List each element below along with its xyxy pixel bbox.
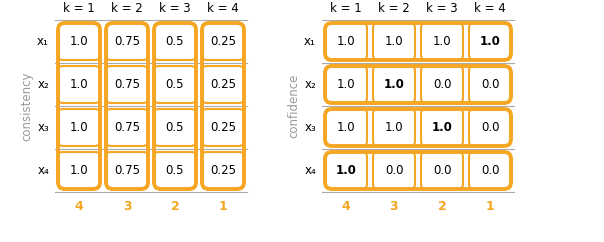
- FancyBboxPatch shape: [154, 23, 196, 60]
- Text: 0.75: 0.75: [114, 78, 140, 91]
- Text: 0.25: 0.25: [210, 121, 236, 134]
- FancyBboxPatch shape: [469, 66, 511, 103]
- FancyBboxPatch shape: [58, 23, 100, 60]
- FancyBboxPatch shape: [373, 23, 415, 60]
- FancyBboxPatch shape: [106, 109, 148, 146]
- FancyBboxPatch shape: [469, 23, 511, 60]
- FancyBboxPatch shape: [325, 23, 367, 60]
- Text: x₄: x₄: [304, 164, 316, 177]
- FancyBboxPatch shape: [421, 66, 463, 103]
- Text: 1.0: 1.0: [432, 35, 451, 48]
- Text: 1.0: 1.0: [385, 35, 403, 48]
- FancyBboxPatch shape: [373, 109, 415, 146]
- FancyBboxPatch shape: [58, 109, 100, 146]
- FancyBboxPatch shape: [58, 152, 100, 189]
- Text: 3: 3: [390, 200, 398, 213]
- Text: k = 2: k = 2: [378, 2, 410, 15]
- Text: 1.0: 1.0: [69, 121, 88, 134]
- Text: 1.0: 1.0: [336, 35, 355, 48]
- FancyBboxPatch shape: [421, 23, 463, 60]
- Text: k = 3: k = 3: [159, 2, 191, 15]
- Text: 1.0: 1.0: [432, 121, 452, 134]
- FancyBboxPatch shape: [154, 66, 196, 103]
- FancyBboxPatch shape: [154, 152, 196, 189]
- Text: 0.5: 0.5: [165, 164, 184, 177]
- Text: consistency: consistency: [21, 71, 33, 141]
- Text: 3: 3: [123, 200, 131, 213]
- FancyBboxPatch shape: [325, 66, 367, 103]
- Text: 0.0: 0.0: [432, 164, 451, 177]
- Text: 0.0: 0.0: [481, 164, 500, 177]
- FancyBboxPatch shape: [421, 152, 463, 189]
- Text: 2: 2: [170, 200, 179, 213]
- FancyBboxPatch shape: [202, 109, 244, 146]
- Text: 1.0: 1.0: [385, 121, 403, 134]
- Text: 1.0: 1.0: [336, 164, 356, 177]
- FancyBboxPatch shape: [373, 152, 415, 189]
- Text: 0.0: 0.0: [481, 121, 500, 134]
- Text: x₁: x₁: [37, 35, 49, 48]
- Text: 1.0: 1.0: [384, 78, 405, 91]
- Text: 4: 4: [342, 200, 350, 213]
- Text: 0.75: 0.75: [114, 35, 140, 48]
- Text: x₂: x₂: [304, 78, 316, 91]
- Text: 0.0: 0.0: [385, 164, 403, 177]
- Text: 1.0: 1.0: [336, 78, 355, 91]
- Text: k = 2: k = 2: [111, 2, 143, 15]
- FancyBboxPatch shape: [154, 109, 196, 146]
- Text: 1.0: 1.0: [480, 35, 501, 48]
- Text: 0.25: 0.25: [210, 35, 236, 48]
- Text: 1.0: 1.0: [69, 164, 88, 177]
- Text: 0.25: 0.25: [210, 164, 236, 177]
- Text: x₂: x₂: [37, 78, 49, 91]
- FancyBboxPatch shape: [202, 66, 244, 103]
- Text: confidence: confidence: [288, 74, 301, 138]
- FancyBboxPatch shape: [202, 152, 244, 189]
- FancyBboxPatch shape: [373, 66, 415, 103]
- FancyBboxPatch shape: [106, 66, 148, 103]
- FancyBboxPatch shape: [325, 152, 367, 189]
- Text: k = 4: k = 4: [474, 2, 506, 15]
- FancyBboxPatch shape: [202, 23, 244, 60]
- Text: 0.5: 0.5: [165, 121, 184, 134]
- Text: 0.75: 0.75: [114, 164, 140, 177]
- Text: 1.0: 1.0: [69, 78, 88, 91]
- Text: 0.0: 0.0: [481, 78, 500, 91]
- Text: k = 1: k = 1: [330, 2, 362, 15]
- Text: x₃: x₃: [304, 121, 316, 134]
- Text: 0.5: 0.5: [165, 78, 184, 91]
- Text: 1.0: 1.0: [336, 121, 355, 134]
- Text: 1.0: 1.0: [69, 35, 88, 48]
- Text: x₁: x₁: [304, 35, 316, 48]
- Text: x₄: x₄: [37, 164, 49, 177]
- FancyBboxPatch shape: [469, 109, 511, 146]
- Text: k = 3: k = 3: [426, 2, 458, 15]
- Text: 1: 1: [219, 200, 227, 213]
- Text: 2: 2: [438, 200, 446, 213]
- FancyBboxPatch shape: [106, 152, 148, 189]
- Text: 0.0: 0.0: [432, 78, 451, 91]
- Text: 0.75: 0.75: [114, 121, 140, 134]
- FancyBboxPatch shape: [58, 66, 100, 103]
- Text: k = 4: k = 4: [207, 2, 239, 15]
- Text: 1: 1: [486, 200, 495, 213]
- FancyBboxPatch shape: [106, 23, 148, 60]
- Text: 0.25: 0.25: [210, 78, 236, 91]
- Text: k = 1: k = 1: [63, 2, 95, 15]
- Text: 0.5: 0.5: [165, 35, 184, 48]
- Text: x₃: x₃: [37, 121, 49, 134]
- FancyBboxPatch shape: [325, 109, 367, 146]
- FancyBboxPatch shape: [421, 109, 463, 146]
- Text: 4: 4: [75, 200, 83, 213]
- FancyBboxPatch shape: [469, 152, 511, 189]
